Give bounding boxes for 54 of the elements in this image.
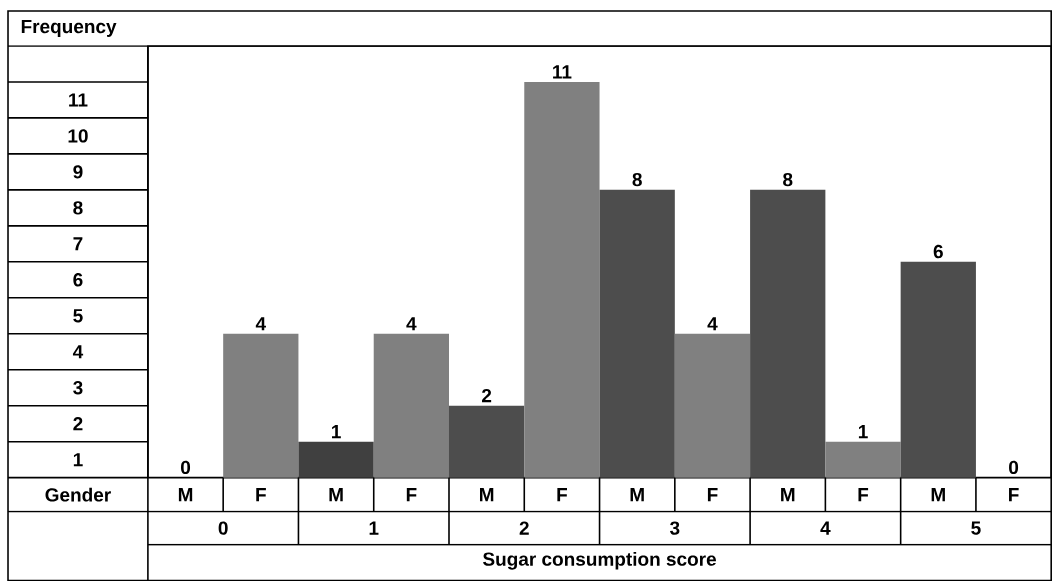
x-tick-label: F (707, 487, 718, 501)
bar (900, 261, 976, 478)
x-tick-label: M (630, 487, 644, 501)
x-tick-label: M (178, 487, 193, 501)
data-label: 1 (858, 424, 868, 438)
text: 1 (369, 521, 379, 535)
bar (298, 441, 374, 478)
text: 5 (73, 308, 83, 323)
data-label: 0 (1009, 460, 1019, 474)
bar (750, 189, 826, 478)
text: 4 (820, 521, 831, 535)
bar (449, 405, 525, 478)
data-label: 8 (632, 172, 642, 187)
x-tick-label: F (557, 487, 567, 501)
text: 6 (73, 272, 83, 287)
data-label: 1 (332, 424, 341, 438)
text: Gender (45, 487, 111, 502)
bar (674, 333, 751, 478)
text: 3 (669, 521, 680, 535)
data-label: 4 (255, 316, 266, 331)
x-tick-label: M (480, 487, 494, 501)
text: 7 (73, 237, 83, 251)
x-tick-label: F (858, 487, 869, 501)
text: 11 (69, 93, 88, 107)
text: 3 (73, 380, 83, 395)
data-label: 4 (707, 316, 718, 331)
text: 1 (73, 452, 83, 467)
x-tick-label: M (931, 487, 945, 501)
bar (825, 441, 901, 478)
text: 9 (73, 164, 83, 179)
text: 2 (519, 521, 529, 535)
bar (373, 333, 449, 478)
x-tick-label: F (1009, 487, 1019, 501)
data-label: 11 (553, 65, 572, 79)
data-label: 4 (406, 316, 417, 331)
x-axis-title: Sugar consumption score (482, 551, 716, 570)
bar (223, 333, 299, 478)
data-label: 0 (181, 460, 191, 474)
y-axis-title: Frequency (21, 19, 117, 37)
data-label: 6 (933, 244, 943, 259)
bar (524, 81, 600, 478)
x-tick-label: M (329, 487, 343, 501)
text: 4 (72, 345, 84, 359)
text: 2 (73, 416, 83, 431)
bar (599, 189, 675, 478)
text: 10 (68, 128, 88, 143)
data-label: 8 (783, 172, 793, 187)
x-tick-label: M (781, 487, 795, 501)
text: 5 (971, 521, 981, 535)
text: 0 (218, 521, 228, 535)
x-tick-label: F (256, 487, 266, 501)
text: 8 (73, 200, 83, 215)
data-label: 2 (482, 388, 492, 402)
x-tick-label: F (406, 487, 417, 501)
